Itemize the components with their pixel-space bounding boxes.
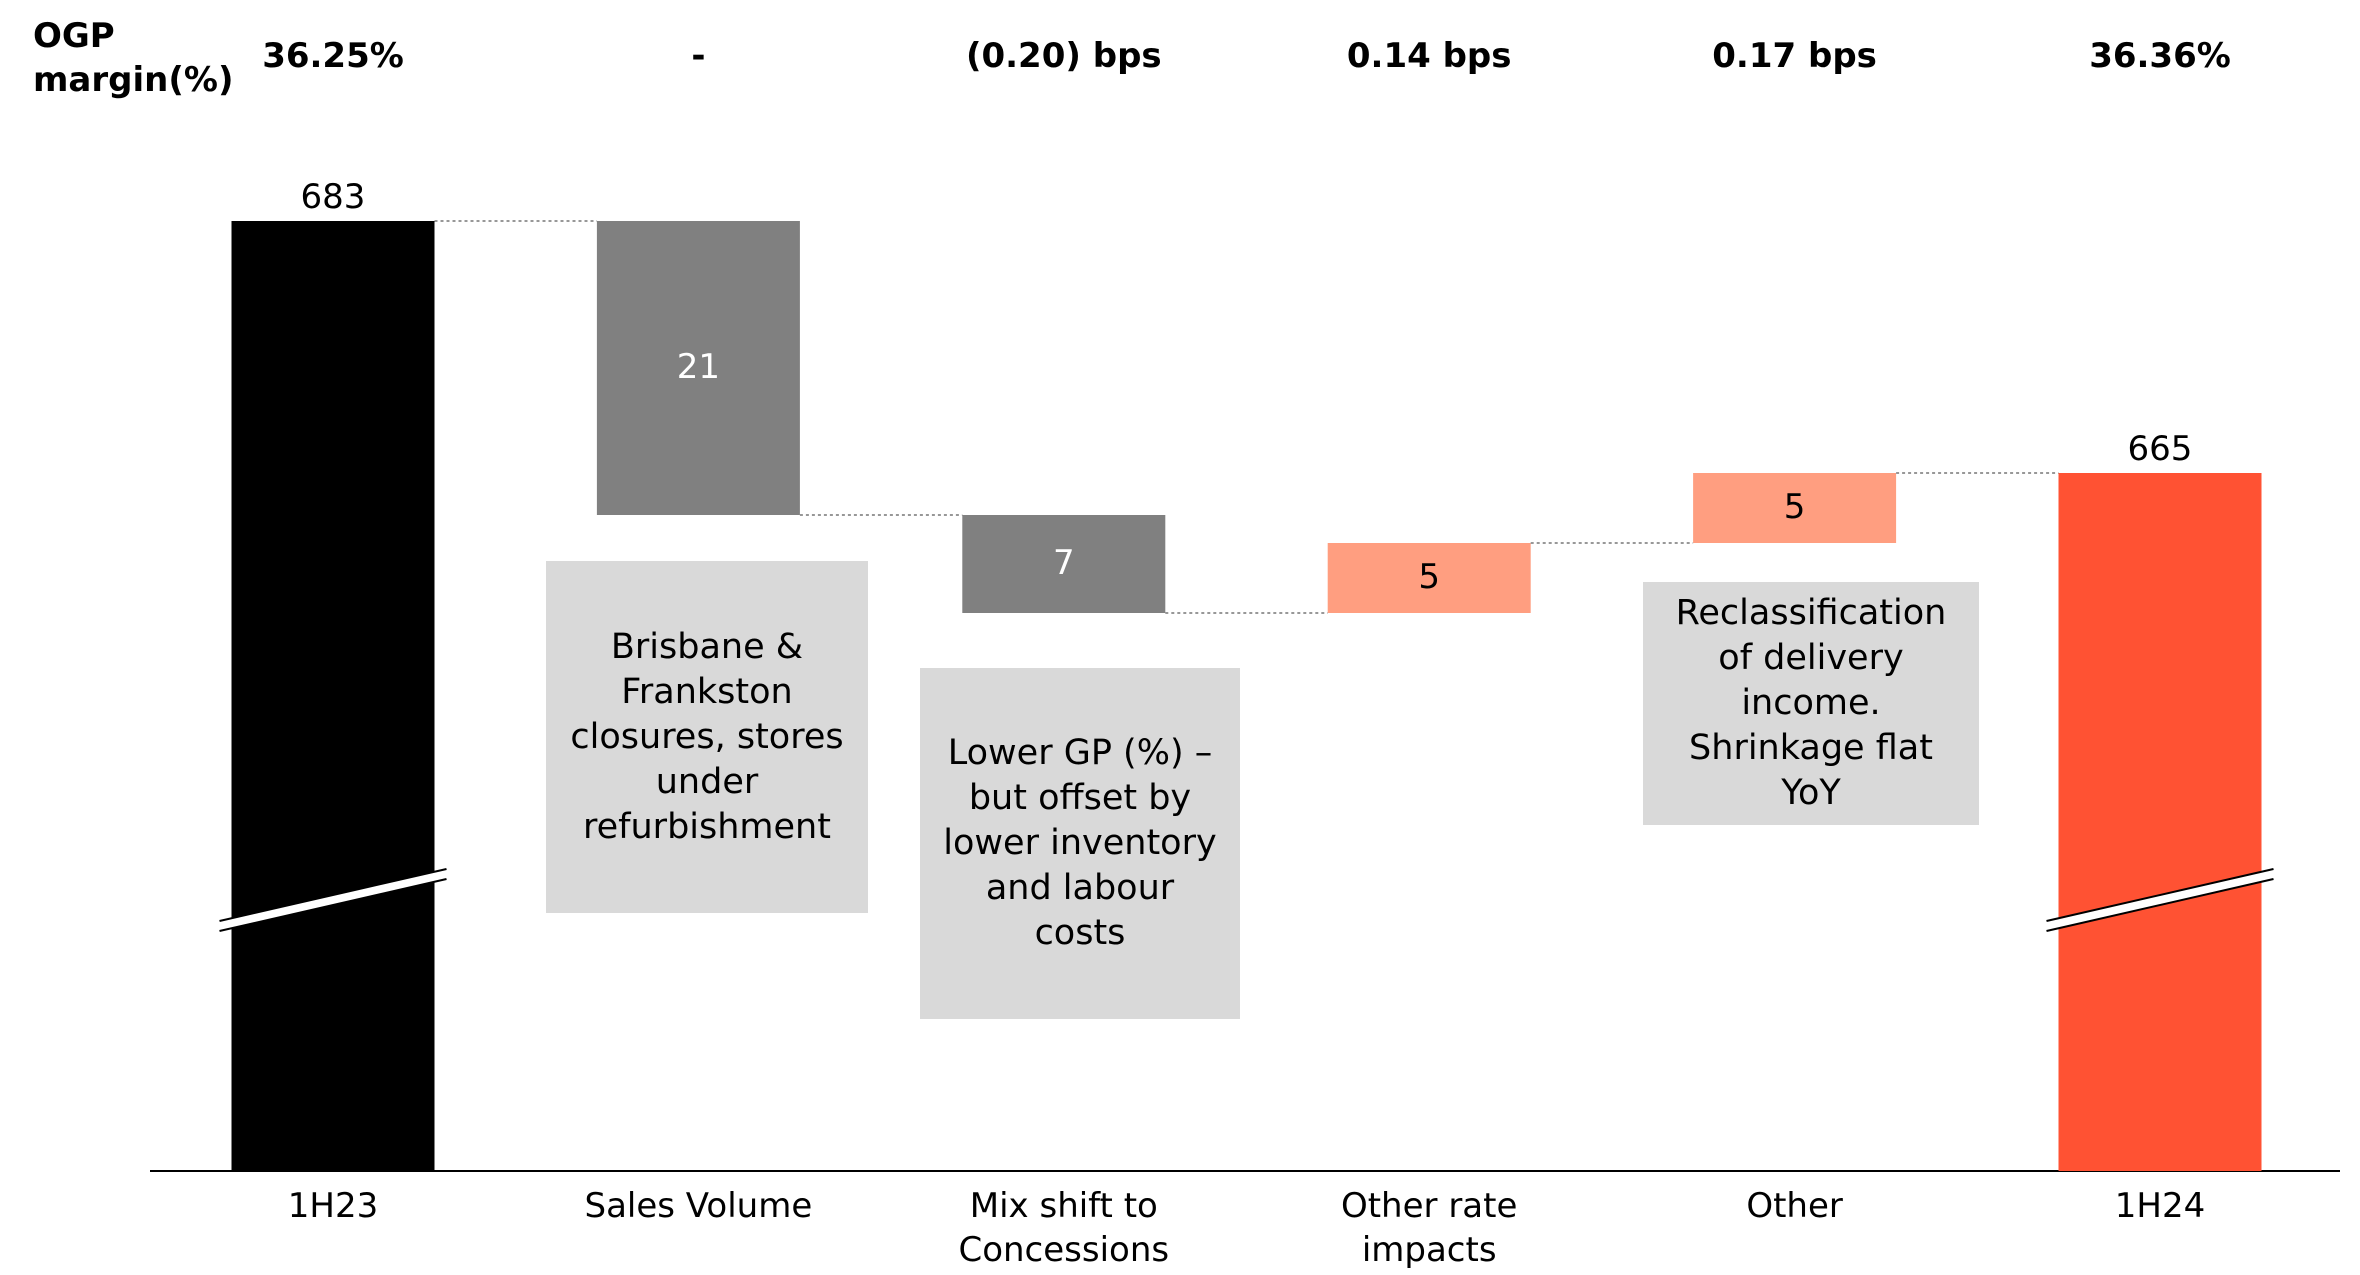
value-label: 21 bbox=[676, 347, 721, 387]
annotation: Lower GP (%) – but offset by lower inven… bbox=[920, 668, 1240, 1019]
value-label: 665 bbox=[2127, 429, 2193, 469]
bar bbox=[596, 221, 800, 515]
axis-break bbox=[219, 869, 447, 931]
bar bbox=[231, 221, 435, 1171]
margin-value: (0.20) bps bbox=[965, 36, 1162, 76]
bar bbox=[962, 515, 1166, 613]
annotation: Brisbane & Frankston closures, stores un… bbox=[546, 561, 868, 913]
value-label: 7 bbox=[1052, 543, 1075, 583]
axis-break-edge bbox=[2046, 868, 2274, 922]
value-label: 5 bbox=[1783, 487, 1806, 527]
value-label: 683 bbox=[300, 177, 366, 217]
margin-value: 36.25% bbox=[262, 36, 404, 76]
x-tick-label: Other rate impacts bbox=[1340, 1186, 1518, 1270]
annotation: Reclassification of delivery income. Shr… bbox=[1643, 582, 1979, 825]
x-tick-label: 1H23 bbox=[287, 1186, 379, 1226]
bar bbox=[2058, 473, 2262, 1171]
margin-value: 0.14 bps bbox=[1346, 36, 1512, 76]
margin-value: - bbox=[691, 36, 706, 76]
axis-break-edge bbox=[219, 878, 447, 932]
bar bbox=[1327, 543, 1531, 613]
x-tick-label: Sales Volume bbox=[584, 1186, 813, 1226]
x-tick-label: Other bbox=[1746, 1186, 1843, 1226]
axis-break-edge bbox=[2046, 878, 2274, 932]
margin-label: OGP margin(%) bbox=[33, 16, 234, 100]
bar bbox=[1693, 473, 1897, 543]
x-tick-label: 1H24 bbox=[2114, 1186, 2206, 1226]
axis-break bbox=[2046, 869, 2274, 931]
x-tick-label: Mix shift to Concessions bbox=[958, 1186, 1170, 1270]
margin-value: 36.36% bbox=[2089, 36, 2231, 76]
margin-value: 0.17 bps bbox=[1712, 36, 1877, 76]
axis-break-edge bbox=[219, 868, 447, 922]
value-label: 5 bbox=[1418, 557, 1441, 597]
